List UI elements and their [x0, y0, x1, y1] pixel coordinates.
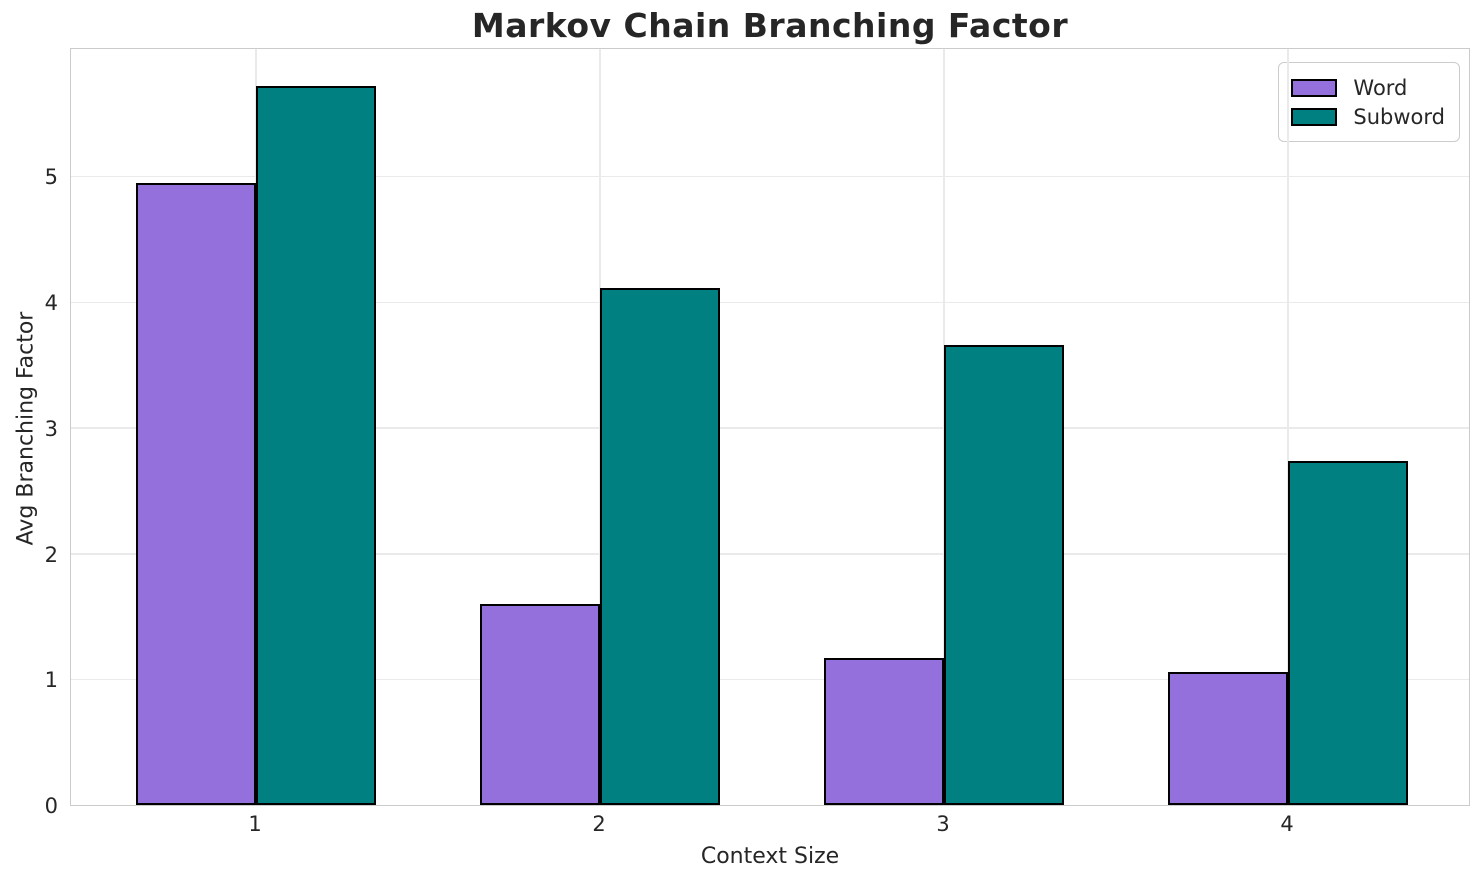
gridline-x-2 — [599, 49, 601, 805]
legend-item-subword: Subword — [1291, 102, 1445, 131]
y-tick-0: 0 — [44, 794, 58, 818]
gridline-y-2 — [71, 553, 1469, 555]
bar-subword-4 — [1288, 461, 1408, 805]
y-tick-4: 4 — [44, 291, 58, 316]
gridline-y-5 — [71, 175, 1469, 178]
chart-title: Markov Chain Branching Factor — [471, 6, 1069, 45]
legend-swatch-subword — [1291, 107, 1338, 126]
legend-label-subword: Subword — [1353, 104, 1445, 129]
legend-item-word: Word — [1291, 73, 1445, 102]
y-axis-label: Avg Branching Factor — [13, 311, 39, 546]
gridline-y-1 — [71, 678, 1469, 681]
bar-word-2 — [480, 604, 600, 805]
bar-subword-3 — [944, 345, 1064, 805]
x-tick-1: 1 — [248, 812, 262, 836]
legend: Word Subword — [1278, 62, 1460, 142]
bar-word-4 — [1168, 672, 1288, 805]
plot-area: Word Subword — [70, 48, 1470, 806]
gridline-y-4 — [71, 301, 1469, 304]
y-tick-2: 2 — [44, 542, 58, 567]
gridline-x-3 — [943, 49, 945, 805]
gridline-y-3 — [71, 427, 1469, 429]
legend-label-word: Word — [1353, 75, 1408, 100]
bar-subword-2 — [600, 288, 720, 805]
bar-word-3 — [824, 658, 944, 805]
x-axis-label: Context Size — [700, 844, 840, 869]
y-tick-5: 5 — [44, 165, 58, 190]
bar-subword-1 — [256, 86, 376, 805]
legend-swatch-word — [1291, 78, 1338, 97]
bar-word-1 — [136, 183, 256, 805]
x-tick-4: 4 — [1280, 812, 1294, 836]
y-tick-1: 1 — [44, 668, 58, 693]
y-tick-3: 3 — [44, 416, 58, 441]
gridline-x-4 — [1287, 49, 1289, 805]
x-tick-3: 3 — [936, 812, 950, 836]
x-tick-2: 2 — [592, 812, 606, 836]
